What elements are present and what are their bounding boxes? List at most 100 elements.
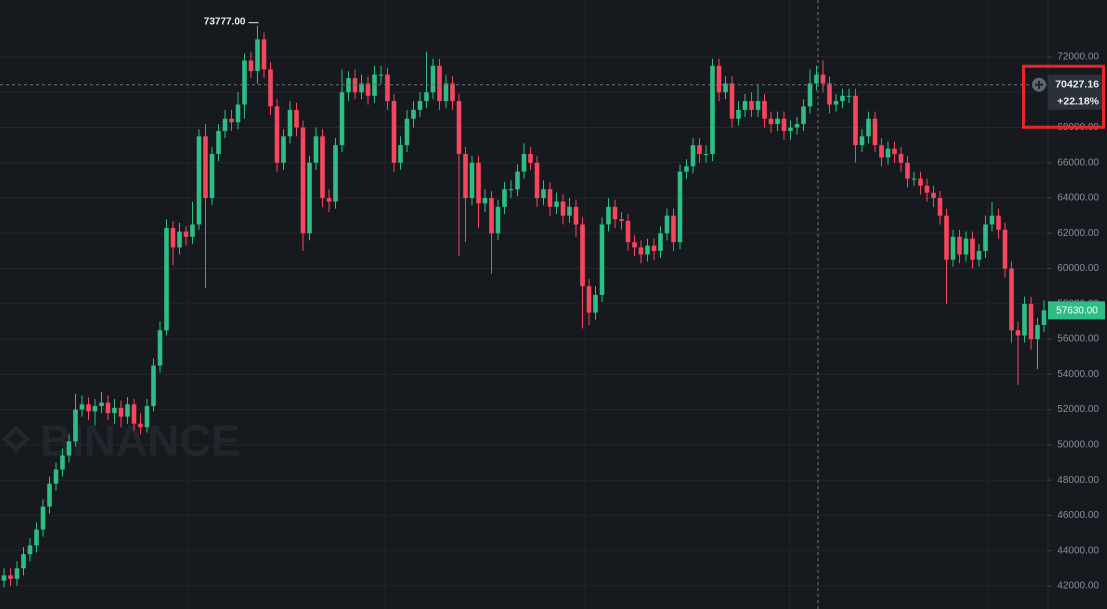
- y-tick-label: 64000.00: [1057, 193, 1099, 204]
- candle-body: [872, 118, 878, 146]
- candle-body: [326, 198, 332, 202]
- candle-body: [424, 92, 429, 102]
- candle-body: [8, 575, 13, 579]
- candle-body: [716, 65, 722, 93]
- candle-body: [242, 60, 247, 105]
- candle-body: [307, 162, 312, 234]
- candle-body: [690, 145, 696, 167]
- high-label: 73777.00: [204, 16, 246, 27]
- y-tick-label: 62000.00: [1057, 228, 1099, 239]
- candle-body: [619, 219, 624, 221]
- candle-body: [300, 127, 306, 234]
- candle-body: [534, 162, 540, 199]
- candle-body: [924, 185, 930, 193]
- candle-body: [528, 153, 533, 163]
- candle-body: [14, 568, 20, 579]
- candle-body: [92, 406, 98, 412]
- candle-body: [313, 136, 319, 163]
- candle-body: [567, 206, 572, 216]
- candle-body: [482, 198, 488, 204]
- y-tick-label: 54000.00: [1057, 369, 1099, 380]
- candle-body: [443, 83, 449, 102]
- y-tick-label: 50000.00: [1057, 440, 1099, 451]
- candle-body: [73, 409, 78, 442]
- candle-body: [183, 231, 189, 237]
- candle-body: [248, 60, 254, 72]
- candle-body: [469, 162, 475, 199]
- candle-body: [1015, 330, 1021, 336]
- candle-body: [554, 201, 559, 207]
- candle-body: [664, 215, 670, 234]
- candle-body: [742, 101, 748, 110]
- candle-body: [138, 423, 143, 428]
- candle-body: [1028, 303, 1034, 340]
- candle-body: [235, 104, 241, 123]
- candle-body: [541, 189, 546, 199]
- candle-body: [79, 404, 85, 410]
- candle-body: [404, 118, 410, 146]
- candle-body: [801, 106, 806, 124]
- candle-body: [1041, 310, 1047, 325]
- candle-body: [989, 215, 995, 225]
- candle-body: [957, 236, 962, 255]
- candle-body: [859, 136, 865, 146]
- y-tick-label: 60000.00: [1057, 263, 1099, 274]
- candle-body: [365, 83, 371, 96]
- candle-body: [547, 189, 553, 207]
- candle-body: [164, 228, 169, 331]
- candle-body: [229, 118, 234, 123]
- candle-body: [144, 406, 150, 428]
- candle-body: [34, 529, 39, 546]
- candle-body: [47, 483, 52, 507]
- candle-body: [203, 136, 208, 199]
- candle-body: [1009, 268, 1014, 331]
- candle-body: [645, 245, 650, 255]
- candle-body: [66, 441, 72, 456]
- candle-body: [489, 198, 494, 234]
- candle-body: [671, 215, 676, 243]
- candle-body: [99, 402, 104, 407]
- y-tick-label: 48000.00: [1057, 475, 1099, 486]
- y-tick-label: 72000.00: [1057, 52, 1099, 63]
- candle-body: [151, 365, 156, 407]
- candle-body: [651, 245, 657, 251]
- candle-body: [911, 178, 917, 180]
- candle-body: [963, 238, 969, 255]
- candle-body: [827, 83, 832, 105]
- candle-body: [879, 145, 884, 158]
- candle-body: [105, 402, 111, 414]
- candle-body: [1035, 324, 1040, 340]
- y-tick-label: 56000.00: [1057, 334, 1099, 345]
- crosshair-change: +22.18%: [1057, 96, 1099, 108]
- y-tick-label: 44000.00: [1057, 545, 1099, 556]
- candle-body: [807, 83, 813, 107]
- crosshair-box: [1048, 74, 1103, 110]
- candle-body: [515, 171, 520, 190]
- candle-body: [775, 118, 780, 124]
- candle-body: [287, 109, 293, 137]
- y-tick-label: 66000.00: [1057, 157, 1099, 168]
- candle-body: [931, 192, 936, 199]
- candle-body: [846, 95, 852, 97]
- candle-body: [736, 109, 741, 119]
- candle-body: [1, 575, 7, 581]
- candle-body: [606, 206, 611, 225]
- candle-body: [268, 69, 273, 107]
- candle-body: [391, 101, 397, 163]
- candle-body: [170, 228, 176, 248]
- candle-body: [209, 153, 215, 199]
- candle-body: [476, 162, 481, 204]
- candle-body: [495, 206, 501, 234]
- candle-body: [749, 101, 754, 110]
- candle-body: [970, 238, 975, 260]
- candle-body: [944, 215, 949, 260]
- plus-icon: [1035, 80, 1043, 89]
- candle-body: [508, 189, 514, 191]
- candle-body: [729, 83, 735, 119]
- candle-body: [677, 171, 683, 243]
- candle-body: [450, 83, 455, 102]
- candle-body: [976, 250, 982, 260]
- candle-body: [430, 65, 436, 93]
- candle-body: [937, 198, 943, 216]
